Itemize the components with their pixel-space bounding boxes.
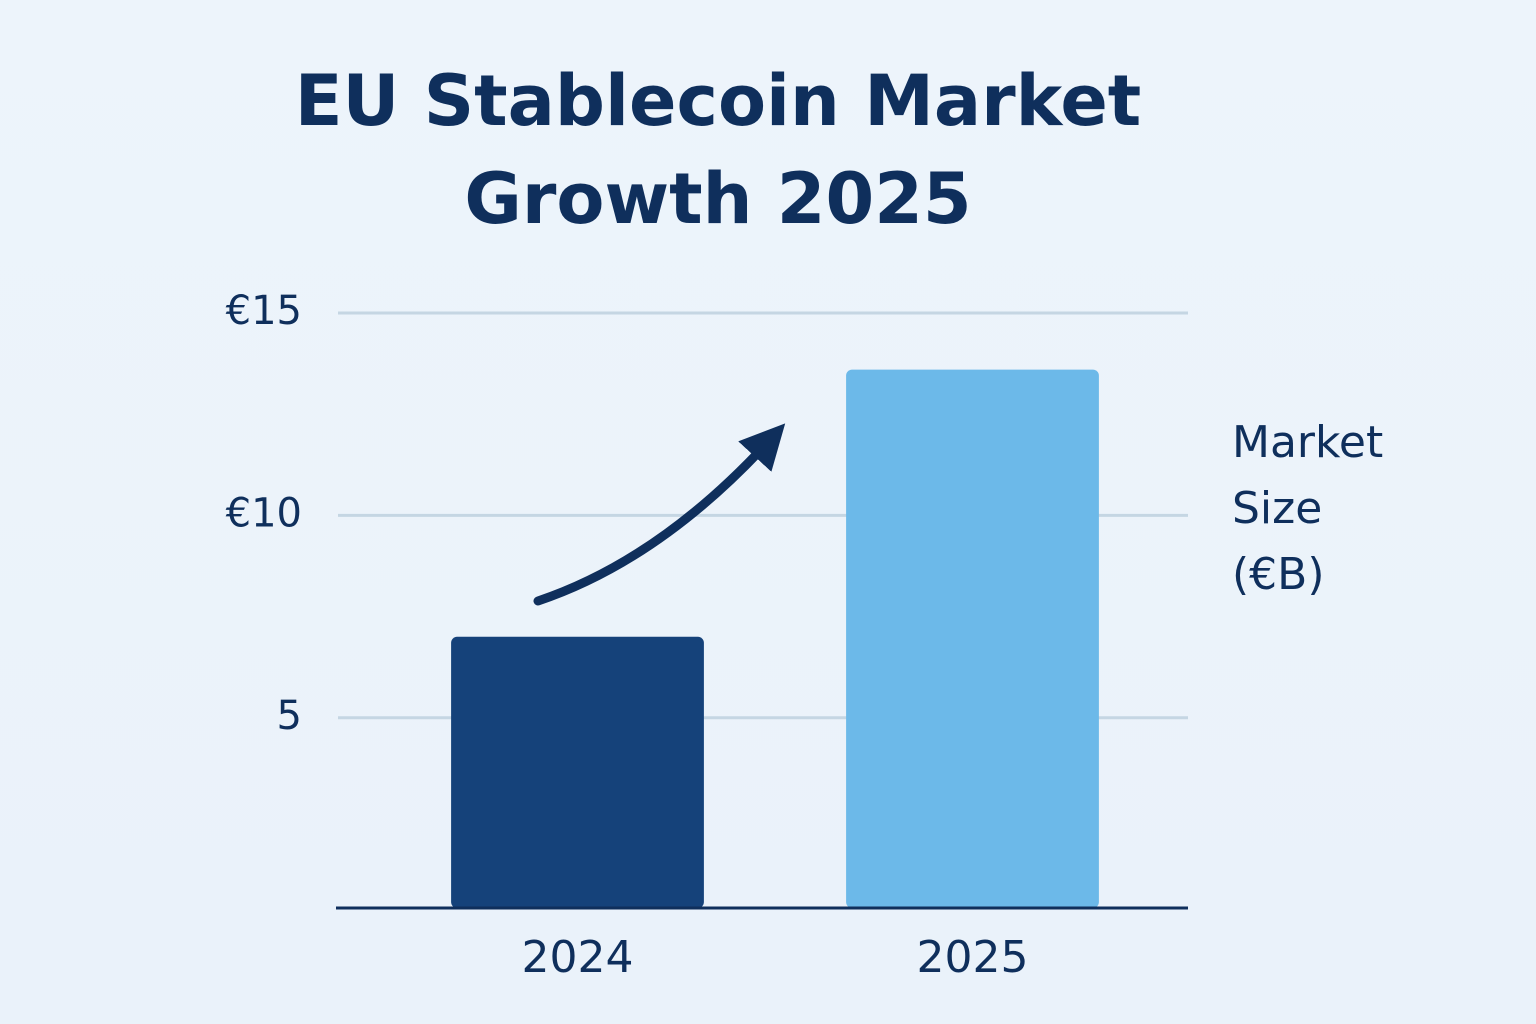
bar: [451, 636, 704, 908]
chart-title: EU Stablecoin Market Growth 2025: [294, 60, 1142, 240]
bars: [451, 369, 1099, 909]
bar: [846, 369, 1099, 909]
y-tick-label: €10: [226, 490, 302, 536]
x-tick-label: 2024: [522, 932, 634, 983]
growth-arrow: [533, 423, 786, 606]
x-tick-label: 2025: [917, 932, 1029, 983]
y-tick-label: 5: [277, 693, 302, 739]
y-axis-label: Market Size (€B): [1232, 417, 1384, 600]
y-tick-label: €15: [226, 288, 302, 334]
